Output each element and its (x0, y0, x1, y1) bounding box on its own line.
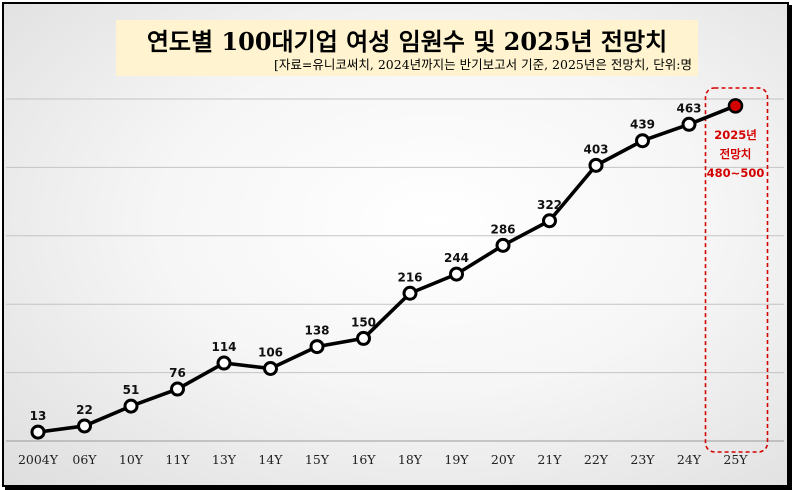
data-label: 138 (304, 324, 329, 338)
data-label: 244 (444, 251, 469, 265)
forecast-point (727, 98, 744, 114)
chart-subtitle: [자료=유니코써치, 2024년까지는 반기보고서 기준, 2025년은 전망치… (274, 57, 692, 72)
data-point (123, 398, 139, 414)
x-tick-label: 20Y (491, 452, 516, 467)
data-point (635, 133, 650, 149)
x-tick-label: 06Y (72, 452, 97, 467)
data-point (170, 381, 185, 397)
x-tick-label: 11Y (165, 452, 190, 467)
data-point (309, 339, 325, 355)
data-label: 322 (537, 198, 562, 212)
x-tick-label: 10Y (119, 452, 144, 467)
series-polyline (37, 104, 737, 434)
chart-title: 연도별 100대기업 여성 임원수 및 2025년 전망치 (146, 27, 668, 56)
x-tick-label: 15Y (305, 452, 330, 467)
x-tick-label: 14Y (258, 452, 283, 467)
data-point (402, 285, 418, 301)
data-label: 216 (397, 270, 422, 284)
data-label: 13 (30, 409, 47, 423)
data-label: 403 (583, 142, 608, 156)
x-tick-label: 18Y (398, 452, 423, 467)
x-tick-label: 24Y (677, 452, 702, 467)
data-label: 76 (169, 366, 186, 380)
data-point (681, 116, 697, 132)
forecast-annotation-line: 2025년 (714, 128, 757, 142)
data-point (77, 418, 92, 434)
data-label: 150 (351, 315, 376, 329)
data-label: 51 (123, 383, 140, 397)
data-points (30, 98, 744, 440)
x-tick-label: 13Y (212, 452, 237, 467)
data-point (263, 360, 278, 376)
forecast-annotation-line: 전망치 (720, 147, 752, 161)
data-point (588, 157, 604, 173)
data-label: 286 (490, 222, 515, 236)
data-point (30, 424, 46, 440)
x-tick-label: 2004Y (18, 452, 59, 467)
x-tick-label: 22Y (584, 452, 609, 467)
data-point (216, 355, 232, 371)
gridlines (6, 98, 784, 442)
data-label: 22 (76, 403, 93, 417)
x-tick-label: 23Y (630, 452, 655, 467)
x-axis-ticks: 2004Y 06Y 10Y 11Y 13Y 14Y 15Y 16Y 18Y 19Y 20Y 21Y 22… (18, 452, 748, 467)
data-point (449, 266, 464, 282)
forecast-highlight (704, 87, 769, 453)
data-labels: 13 22 51 76 114 106 138 150 216 244 286 322 403 439 46… (30, 101, 702, 423)
series-line (37, 104, 737, 434)
title-box: 연도별 100대기업 여성 임원수 및 2025년 전망치 [자료=유니코써치,… (116, 20, 698, 76)
x-tick-label: 25Y (723, 452, 748, 467)
forecast-annotation-line: 480~500 (707, 166, 765, 180)
x-tick-label: 19Y (444, 452, 469, 467)
data-label: 106 (258, 345, 283, 359)
data-label: 439 (630, 118, 655, 132)
data-label: 114 (211, 340, 236, 354)
x-tick-label: 16Y (351, 452, 376, 467)
forecast-dashed-box (704, 87, 769, 453)
data-label: 463 (676, 101, 701, 115)
data-point (356, 330, 371, 346)
data-point (542, 213, 557, 229)
data-point (495, 237, 511, 253)
x-tick-label: 21Y (537, 452, 562, 467)
